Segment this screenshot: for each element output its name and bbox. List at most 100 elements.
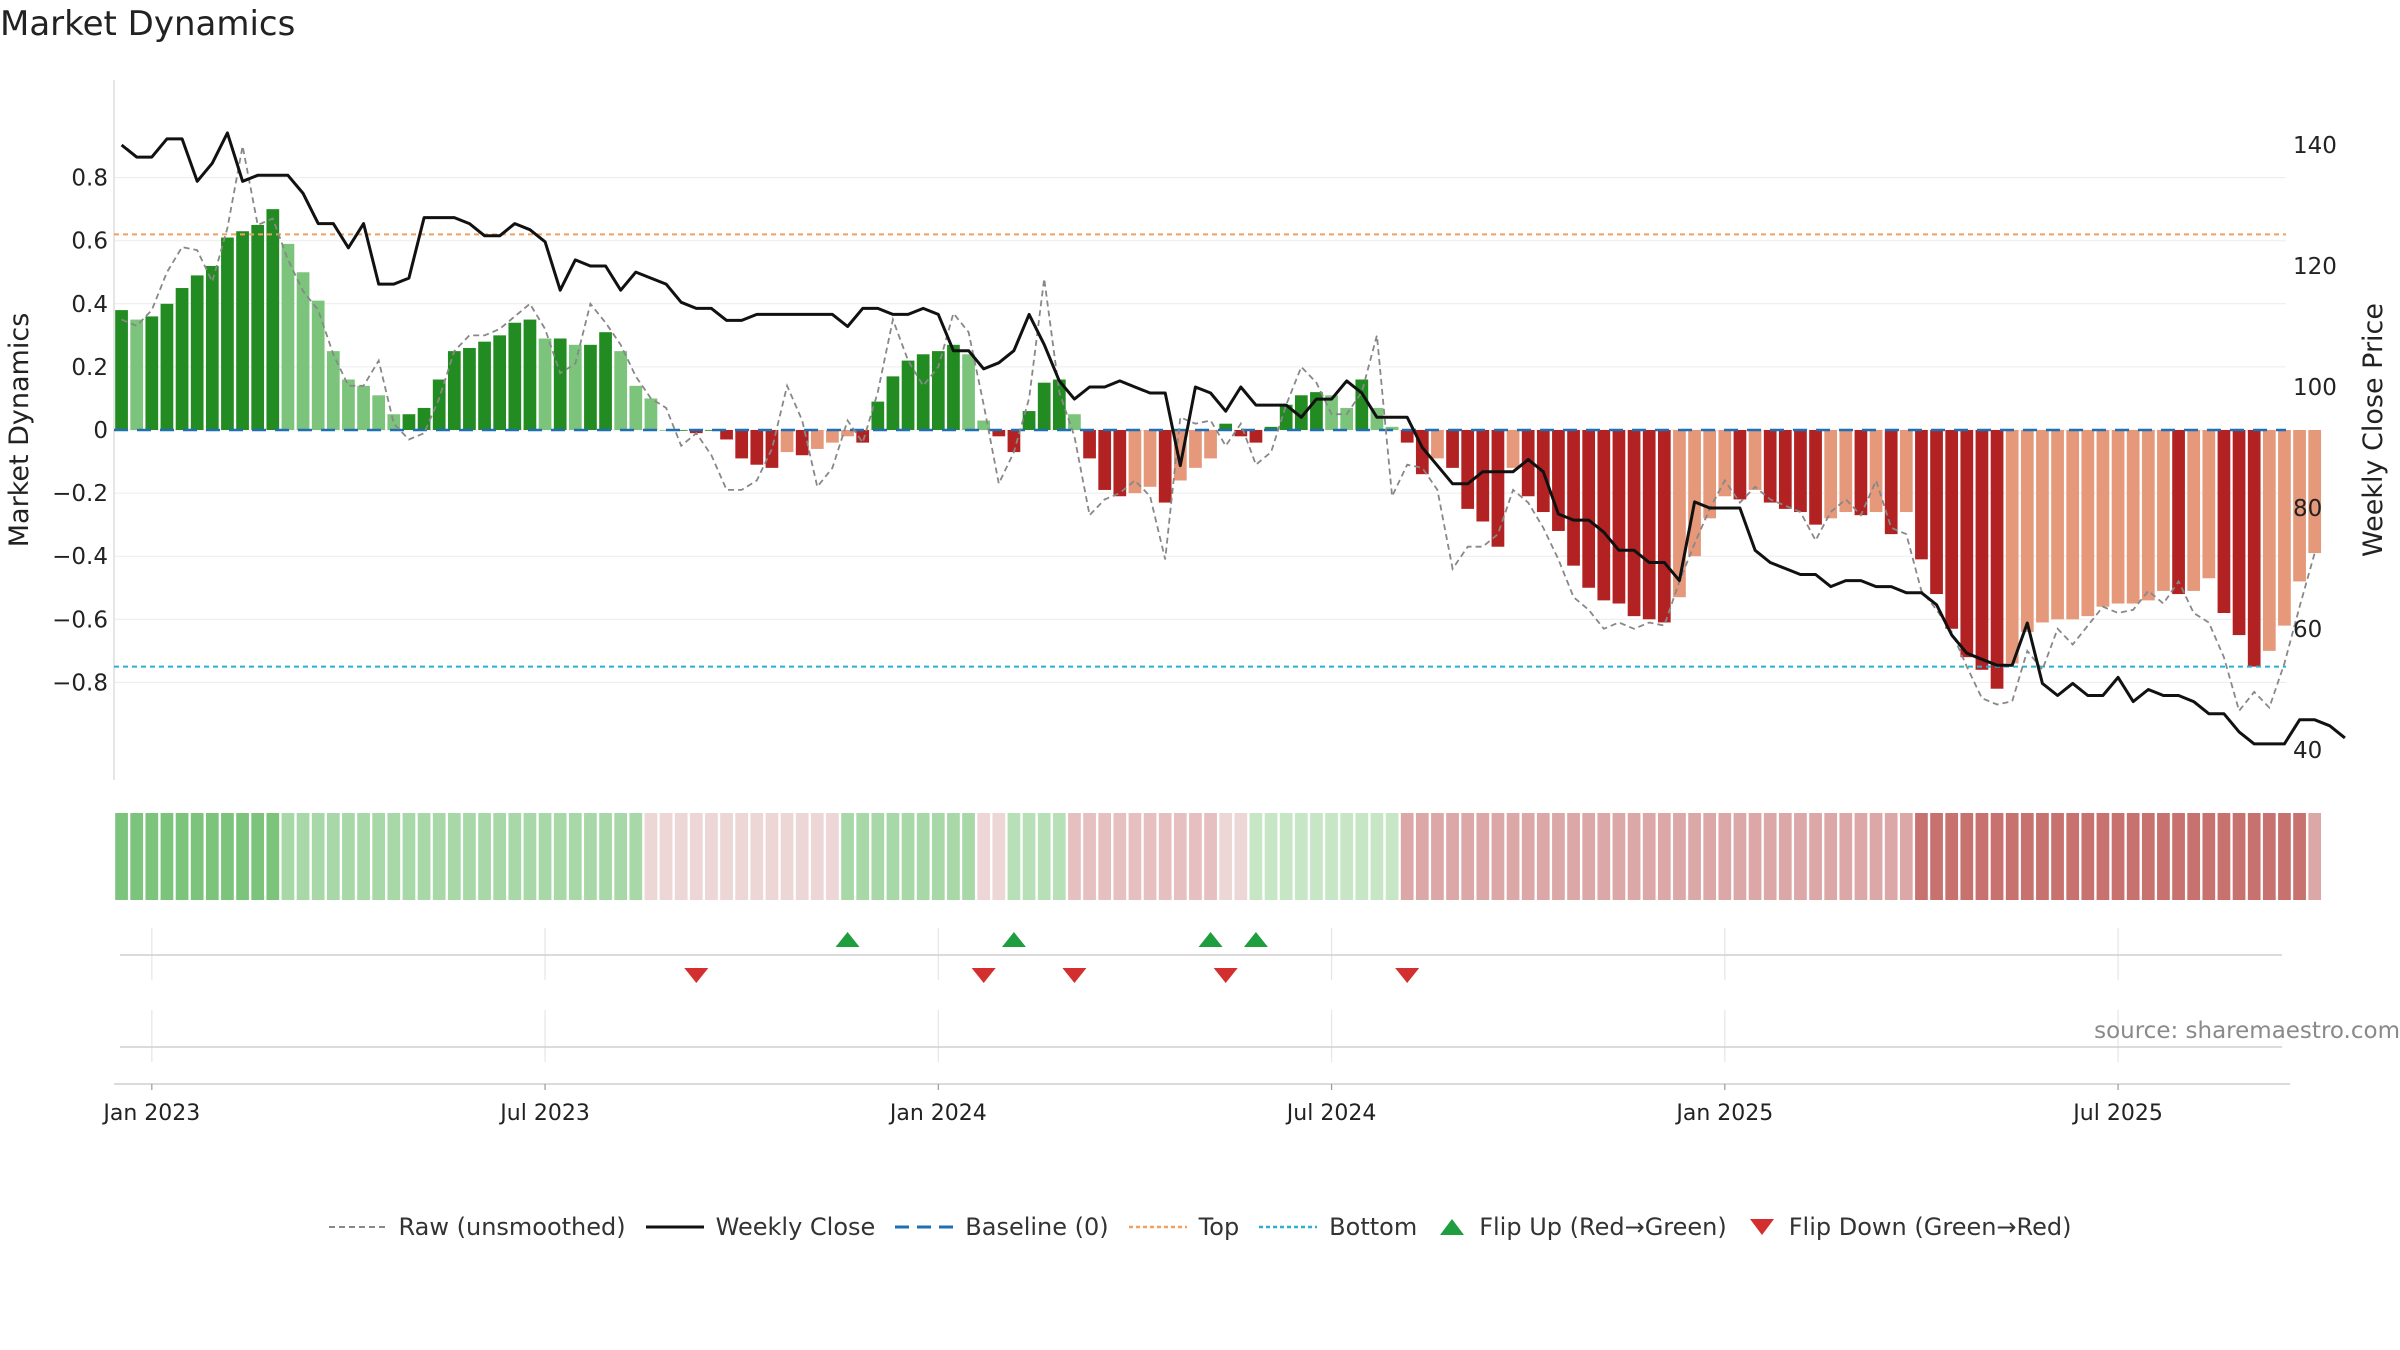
y-left-tick-label: 0.6 [71,229,108,255]
regime-band-cell [1567,813,1580,900]
flip-down-marker [971,968,996,983]
dynamics-bar [1128,430,1142,494]
dynamics-bar [2278,430,2291,626]
dynamics-bar [568,344,582,430]
regime-band-cell [463,813,476,900]
y-left-tick-label: 0.2 [71,355,108,381]
y-right-tick-label: 100 [2293,375,2337,401]
regime-band-cell [2157,813,2170,900]
legend-item-raw: Raw (unsmoothed) [328,1213,626,1241]
regime-band-cell [2066,813,2080,900]
legend-label-baseline: Baseline (0) [965,1213,1109,1241]
regime-band-cell [1990,813,2004,900]
regime-band-cell [1355,813,1369,900]
dynamics-bar [2081,430,2095,617]
dynamics-bar [1945,430,1959,629]
regime-band-cell [1461,813,1475,900]
regime-band-cell [296,813,310,900]
regime-band-cell [372,813,386,900]
legend-swatch-top [1128,1225,1187,1229]
regime-band-cell [826,813,839,900]
regime-band-cell [387,813,401,900]
dynamics-bar [780,430,794,453]
regime-band-cell [236,813,249,900]
dynamics-bar [538,338,552,430]
x-tick-label: Jan 2023 [101,1101,200,1126]
dynamics-bar [765,430,779,468]
regime-band-cell [856,813,870,900]
flip-down-marker [1062,968,1087,983]
dynamics-bar [1778,430,1792,509]
regime-band-cell [1068,813,1081,900]
regime-band-cell [1385,813,1399,900]
regime-band-cell [1279,813,1293,900]
dynamics-bar [1461,430,1475,509]
regime-band-cell [1582,813,1596,900]
regime-band-cell [130,813,144,900]
regime-band-cell [402,813,416,900]
regime-band-cell [720,813,733,900]
y-right-tick-label: 40 [2293,738,2322,764]
dynamics-bar [886,376,900,430]
dynamics-bar [1340,407,1354,430]
legend-item-flip-up: Flip Up (Red→Green) [1437,1213,1727,1241]
dynamics-bar [2172,430,2185,595]
dynamics-bar [1794,430,1807,513]
regime-band-cell [1869,813,1883,900]
regime-band-cell [311,813,325,900]
dynamics-bar [1068,414,1081,430]
regime-band-cell [871,813,885,900]
regime-band-cell [1294,813,1308,900]
regime-band-cell [1173,813,1187,900]
regime-band-cell [432,813,446,900]
dynamics-bar [1294,395,1308,430]
dynamics-bar [1037,382,1051,430]
regime-band-cell [901,813,915,900]
dynamics-bar [2111,430,2125,604]
regime-band-cell [1143,813,1157,900]
regime-band-cell [1158,813,1172,900]
dynamics-bar [1657,430,1671,623]
regime-band-cell [2005,813,2019,900]
flip-up-marker [835,932,860,947]
dynamics-bar [2262,430,2276,651]
dynamics-bar [553,338,567,430]
dynamics-bar [145,316,159,430]
regime-band-cell [1703,813,1717,900]
dynamics-bar [2247,430,2261,667]
dynamics-bar [508,322,522,430]
dynamics-bar [1279,404,1293,430]
regime-band-cell [1370,813,1384,900]
dynamics-bar [1521,430,1535,497]
dynamics-bar [1915,430,1928,560]
dynamics-bar [1809,430,1822,525]
regime-band-cell [281,813,295,900]
dynamics-bar [2217,430,2231,613]
dynamics-bar [1385,426,1399,430]
regime-band-cell [2096,813,2110,900]
regime-band-cell [1688,813,1701,900]
regime-band-cell [1763,813,1777,900]
dynamics-bar [644,398,658,430]
dynamics-bar [1204,430,1217,459]
regime-band-cell [1234,813,1248,900]
regime-band-cell [447,813,461,900]
regime-band-cell [115,813,128,900]
dynamics-bar [977,420,991,430]
regime-band-cell [2202,813,2216,900]
regime-band-cell [1189,813,1202,900]
reference-lines [114,233,2286,668]
regime-band-cell [584,813,597,900]
regime-band-cell [175,813,189,900]
regime-band-cell [962,813,975,900]
regime-band-cell [2247,813,2261,900]
dynamics-bar [1022,411,1036,430]
regime-band-cell [1113,813,1127,900]
dynamics-bar [1219,423,1233,430]
regime-band-cell [1884,813,1898,900]
dynamics-bar [1930,430,1943,595]
y-axis-right-title: Weekly Close Price [2358,303,2389,557]
dynamics-bar [130,319,144,430]
regime-band-cell [1007,813,1021,900]
regime-band-cell [1930,813,1943,900]
